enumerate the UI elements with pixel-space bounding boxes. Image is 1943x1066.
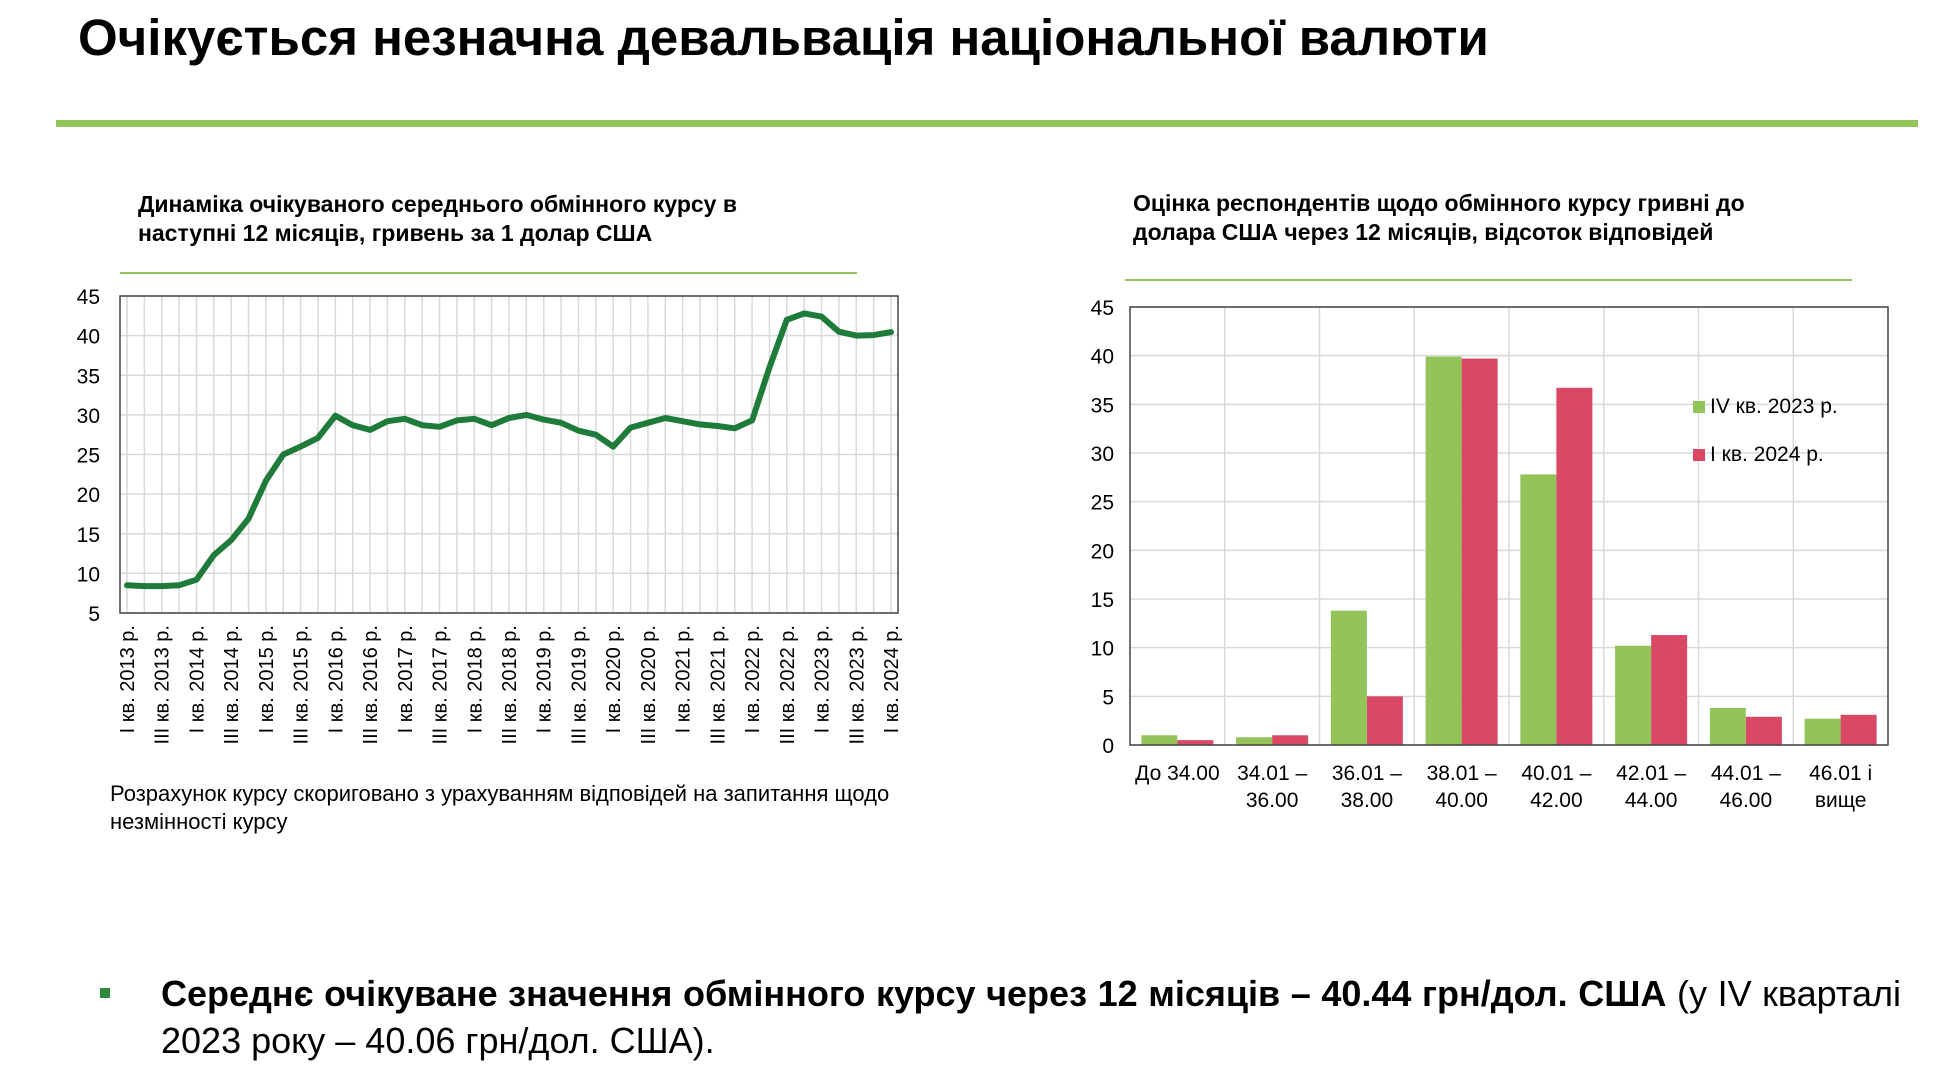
bar-x-tick-label: 46.00 [1720, 789, 1773, 812]
bar-q1-2024 [1745, 716, 1782, 745]
line-x-tick-label: I кв. 2013 р. [117, 625, 139, 733]
line-y-tick-label: 5 [88, 603, 100, 626]
summary-bullet: Середнє очікуване значення обмінного кур… [161, 970, 1901, 1064]
page-title: Очікується незначна девальвація націонал… [78, 9, 1489, 66]
bar-q4-2023 [1330, 610, 1367, 745]
bar-chart: 0 5 10 15 20 25 30 35 40 45 До 34.00 34.01 – 36.00 36… [1091, 297, 1889, 812]
bar-q1-2024 [1177, 740, 1214, 745]
bar-x-tick-label: 34.01 – [1237, 762, 1307, 785]
bullet-marker [100, 988, 110, 998]
line-y-tick-label: 10 [77, 563, 100, 586]
bar-q1-2024 [1272, 735, 1309, 745]
left-chart-title: Динаміка очікуваного середнього обмінног… [138, 191, 737, 246]
line-x-tick-label: I кв. 2021 р. [673, 625, 695, 733]
bar-x-tick-label: 44.00 [1625, 789, 1678, 812]
line-x-tick-label: III кв. 2021 р. [707, 625, 729, 744]
bar-y-tick-label: 20 [1091, 540, 1114, 563]
bar-x-tick-label: 40.01 – [1521, 762, 1591, 785]
summary-bold-text: Середнє очікуване значення обмінного кур… [161, 973, 1667, 1014]
line-x-tick-label: I кв. 2024 р. [881, 625, 903, 733]
line-y-tick-label: 20 [77, 484, 100, 507]
line-x-tick-label: I кв. 2019 р. [534, 625, 556, 733]
line-x-tick-label: I кв. 2017 р. [395, 625, 417, 733]
bar-q1-2024 [1556, 387, 1593, 745]
line-x-tick-label: III кв. 2023 р. [846, 625, 868, 744]
bar-y-tick-label: 5 [1102, 686, 1114, 709]
bar-q1-2024 [1461, 358, 1498, 745]
bar-q4-2023 [1520, 474, 1557, 745]
bar-x-tick-label: 38.00 [1341, 789, 1394, 812]
line-x-tick-label: I кв. 2022 р. [742, 625, 764, 733]
line-y-tick-label: 25 [77, 445, 100, 468]
line-x-tick-label: I кв. 2023 р. [812, 625, 834, 733]
bar-q4-2023 [1141, 735, 1178, 745]
bar-q4-2023 [1709, 708, 1746, 745]
bar-y-tick-label: 0 [1102, 735, 1114, 758]
bar-x-tick-label: 46.01 і [1809, 762, 1872, 785]
bar-x-tick-label: 36.01 – [1332, 762, 1402, 785]
bar-x-tick-label: 42.00 [1530, 789, 1583, 812]
bar-plot-frame [1129, 306, 1889, 746]
right-chart-title-divider [1125, 279, 1852, 281]
bar-y-tick-label: 35 [1091, 394, 1114, 417]
bar-x-tick-label: До 34.00 [1135, 762, 1220, 785]
summary-normal-text: (у IV кварталі 2023 року – 40.06 грн/дол… [161, 973, 1902, 1061]
bar-x-tick-label: вище [1815, 789, 1867, 812]
line-x-tick-label: I кв. 2015 р. [256, 625, 278, 733]
bar-q1-2024 [1366, 696, 1403, 745]
left-chart-note: Розрахунок курсу скориговано з урахуванн… [110, 781, 890, 834]
line-plot-frame [119, 295, 899, 614]
bar-q4-2023 [1615, 645, 1652, 745]
legend-label: IV кв. 2023 р. [1710, 395, 1838, 418]
right-chart-title: Оцінка респондентів щодо обмінного курсу… [1133, 190, 1745, 245]
legend-swatch [1693, 401, 1705, 413]
line-y-tick-label: 35 [77, 365, 100, 388]
line-series-exchange-rate [124, 310, 894, 590]
line-x-tick-label: III кв. 2015 р. [291, 625, 313, 744]
line-x-tick-label: I кв. 2016 р. [325, 625, 347, 733]
line-y-tick-label: 40 [77, 326, 100, 349]
bar-y-tick-label: 45 [1091, 297, 1114, 320]
bar-x-tick-label: 40.00 [1435, 789, 1488, 812]
line-x-tick-label: III кв. 2014 р. [221, 625, 243, 744]
line-y-tick-label: 15 [77, 524, 100, 547]
legend-label: I кв. 2024 р. [1710, 443, 1824, 466]
line-x-tick-label: III кв. 2017 р. [430, 625, 452, 744]
bar-q4-2023 [1425, 356, 1462, 745]
line-x-tick-label: I кв. 2014 р. [187, 625, 209, 733]
line-x-tick-label: III кв. 2018 р. [499, 625, 521, 744]
line-x-tick-label: III кв. 2013 р. [152, 625, 174, 744]
line-x-tick-label: III кв. 2022 р. [777, 625, 799, 744]
bar-y-tick-label: 10 [1091, 638, 1114, 661]
bar-q1-2024 [1651, 635, 1688, 745]
left-chart-title-divider [120, 272, 857, 274]
line-x-tick-label: III кв. 2020 р. [638, 625, 660, 744]
line-x-tick-label: III кв. 2019 р. [569, 625, 591, 744]
bar-x-tick-label: 38.01 – [1427, 762, 1497, 785]
bar-q4-2023 [1236, 737, 1273, 745]
line-y-tick-label: 30 [77, 405, 100, 428]
bar-y-tick-label: 30 [1091, 443, 1114, 466]
line-chart: 5 10 15 20 25 30 35 40 45 I кв. 2013 р. III кв. 20… [77, 286, 903, 744]
line-x-tick-label: III кв. 2016 р. [360, 625, 382, 744]
line-x-tick-label: I кв. 2018 р. [464, 625, 486, 733]
bar-x-tick-label: 42.01 – [1616, 762, 1686, 785]
title-divider [56, 120, 1918, 127]
legend-swatch [1693, 449, 1705, 461]
bar-y-tick-label: 25 [1091, 492, 1114, 515]
line-y-tick-label: 45 [77, 286, 100, 309]
bar-x-tick-label: 44.01 – [1711, 762, 1781, 785]
bar-x-tick-label: 36.00 [1246, 789, 1299, 812]
bar-y-tick-label: 40 [1091, 346, 1114, 369]
line-x-tick-label: I кв. 2020 р. [603, 625, 625, 733]
bar-y-tick-label: 15 [1091, 589, 1114, 612]
bar-q4-2023 [1804, 718, 1841, 745]
bar-q1-2024 [1840, 714, 1877, 745]
